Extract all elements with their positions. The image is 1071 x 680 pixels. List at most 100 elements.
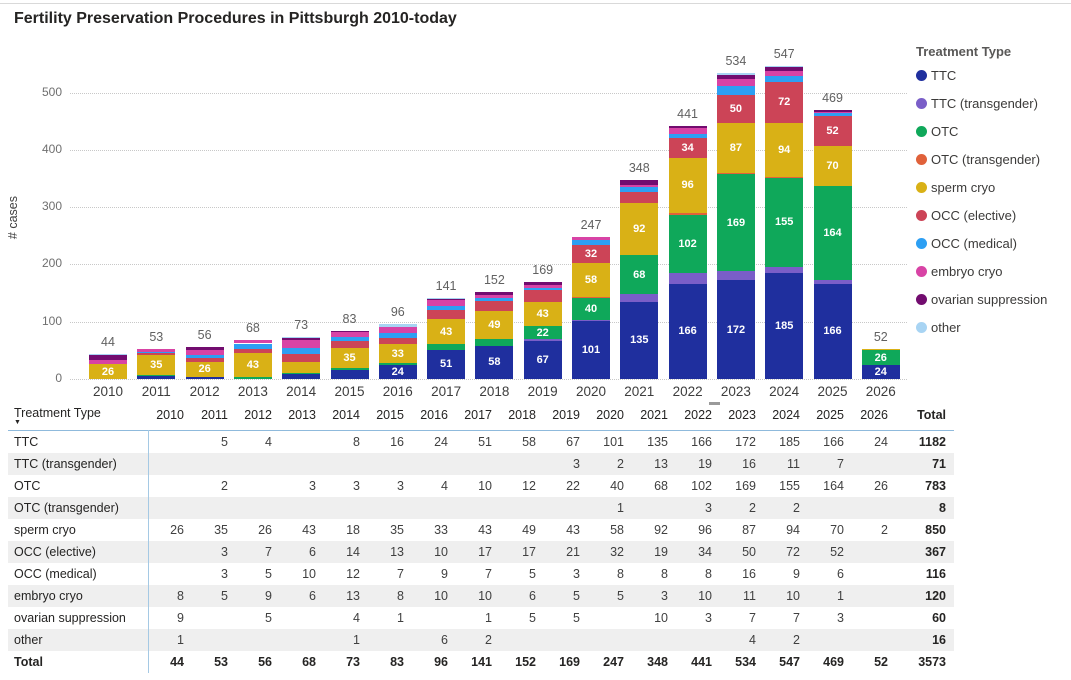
- bar-segment-embryo-cryo-2022[interactable]: [668, 128, 707, 134]
- table-sort-header[interactable]: Treatment Type ▼: [8, 406, 148, 426]
- bar-segment-sperm-cryo-2024[interactable]: 94: [765, 122, 804, 177]
- bar-segment-ovarian-suppression-2010[interactable]: [89, 354, 127, 360]
- bar-segment-ttc-2015[interactable]: [330, 369, 369, 379]
- bar-segment-occ-elective-2022[interactable]: 34: [668, 138, 707, 158]
- bar-segment-occ-elective-2011[interactable]: [137, 353, 176, 355]
- table-year-header-2021[interactable]: 2021: [640, 408, 668, 422]
- bar-segment-ovarian-suppression-2021[interactable]: [620, 179, 659, 186]
- legend-item-otc[interactable]: OTC: [916, 124, 1068, 139]
- table-year-header-2015[interactable]: 2015: [376, 408, 404, 422]
- table-year-header-2013[interactable]: 2013: [288, 408, 316, 422]
- bar-segment-ovarian-suppression-2024[interactable]: [765, 66, 804, 71]
- table-row-otc[interactable]: OTC 2 3 3 3 4 10 12 22 40 68 102 169 155 164 26 783: [8, 475, 954, 497]
- bar-segment-occ-medical-2021[interactable]: [620, 187, 659, 192]
- bar-segment-occ-elective-2015[interactable]: [330, 340, 369, 349]
- bar-segment-occ-elective-2018[interactable]: [475, 301, 514, 311]
- legend-item-ttc[interactable]: TTC: [916, 68, 1068, 83]
- bar-segment-embryo-cryo-2011[interactable]: [137, 348, 176, 352]
- bar-segment-otc-2017[interactable]: [427, 344, 466, 350]
- bar-segment-sperm-cryo-2016[interactable]: 33: [378, 344, 417, 363]
- table-total-header[interactable]: Total: [917, 408, 946, 422]
- bar-segment-otc-2025[interactable]: 164: [813, 185, 852, 280]
- bar-segment-embryo-cryo-2014[interactable]: [282, 340, 321, 348]
- table-year-header-2026[interactable]: 2026: [860, 408, 888, 422]
- bar-segment-otc-transgender-2023[interactable]: [716, 173, 755, 175]
- table-row-ttc[interactable]: TTC 5 4 8 16 24 51 58 67 101 135 166 172 185 166 24 1182: [8, 431, 954, 453]
- bar-segment-sperm-cryo-2015[interactable]: 35: [330, 348, 369, 369]
- bar-segment-ovarian-suppression-2017[interactable]: [427, 299, 466, 300]
- bar-segment-ttc-2024[interactable]: 185: [765, 273, 804, 379]
- table-year-header-2016[interactable]: 2016: [420, 408, 448, 422]
- bar-segment-embryo-cryo-2015[interactable]: [330, 332, 369, 337]
- bar-segment-ttc-2018[interactable]: 58: [475, 345, 514, 379]
- bar-segment-occ-elective-2024[interactable]: 72: [765, 81, 804, 123]
- bar-segment-occ-medical-2013[interactable]: [233, 343, 272, 350]
- bar-segment-embryo-cryo-2013[interactable]: [233, 340, 272, 344]
- table-row-otc-transgender[interactable]: OTC (transgender) 1 3 2 2 8: [8, 497, 954, 519]
- table-year-header-2022[interactable]: 2022: [684, 408, 712, 422]
- table-year-header-2012[interactable]: 2012: [244, 408, 272, 422]
- bar-segment-otc-2014[interactable]: [282, 372, 321, 375]
- bar-segment-otc-2024[interactable]: 155: [765, 177, 804, 267]
- table-year-header-2025[interactable]: 2025: [816, 408, 844, 422]
- bar-segment-occ-elective-2013[interactable]: [233, 349, 272, 353]
- legend-item-occ-medical[interactable]: OCC (medical): [916, 236, 1068, 251]
- bar-segment-otc-transgender-2020[interactable]: [572, 296, 610, 298]
- bar-segment-embryo-cryo-2024[interactable]: [765, 70, 804, 77]
- bar-segment-sperm-cryo-2011[interactable]: 35: [137, 354, 176, 375]
- bar-segment-ovarian-suppression-2012[interactable]: [185, 346, 224, 350]
- bar-segment-occ-medical-2011[interactable]: [137, 351, 176, 354]
- bar-segment-ttc-2019[interactable]: 67: [523, 340, 562, 379]
- bar-segment-sperm-cryo-2010[interactable]: 26: [89, 364, 127, 379]
- bar-segment-otc-2022[interactable]: 102: [668, 214, 707, 273]
- bar-segment-ovarian-suppression-2022[interactable]: [668, 126, 707, 129]
- bar-segment-ttc-transgender-2022[interactable]: [668, 273, 707, 284]
- bar-segment-otc-2015[interactable]: [330, 368, 369, 370]
- bar-segment-occ-medical-2018[interactable]: [475, 298, 514, 302]
- bar-segment-sperm-cryo-2013[interactable]: 43: [233, 352, 272, 378]
- bar-segment-sperm-cryo-2025[interactable]: 70: [813, 145, 852, 186]
- bar-segment-occ-elective-2012[interactable]: [185, 357, 224, 362]
- bar-segment-sperm-cryo-2019[interactable]: 43: [523, 301, 562, 327]
- bar-segment-ttc-2026[interactable]: 24: [861, 365, 900, 379]
- bar-segment-occ-elective-2014[interactable]: [282, 354, 321, 363]
- table-drag-handle[interactable]: [709, 402, 720, 405]
- bar-segment-otc-2023[interactable]: 169: [716, 174, 755, 272]
- bar-segment-other-2017[interactable]: [427, 298, 466, 300]
- table-year-header-2011[interactable]: 2011: [201, 408, 228, 422]
- table-row-sperm-cryo[interactable]: sperm cryo 26 35 26 43 18 35 33 43 49 43 58 92 96 87 94…: [8, 519, 954, 541]
- bar-segment-otc-2016[interactable]: [378, 362, 417, 366]
- bar-segment-embryo-cryo-2025[interactable]: [813, 112, 852, 113]
- bar-segment-otc-2019[interactable]: 22: [523, 326, 562, 339]
- bar-segment-occ-elective-2025[interactable]: 52: [813, 116, 852, 146]
- legend-item-embryo-cryo[interactable]: embryo cryo: [916, 264, 1068, 279]
- bar-segment-sperm-cryo-2023[interactable]: 87: [716, 123, 755, 174]
- table-year-header-2014[interactable]: 2014: [332, 408, 360, 422]
- bar-segment-sperm-cryo-2021[interactable]: 92: [620, 202, 659, 256]
- table-year-header-2010[interactable]: 2010: [156, 408, 184, 422]
- bar-segment-occ-medical-2025[interactable]: [813, 112, 852, 116]
- bar-segment-occ-elective-2021[interactable]: [620, 191, 659, 203]
- bar-segment-ttc-2017[interactable]: 51: [427, 349, 466, 379]
- bar-segment-ttc-2012[interactable]: [185, 376, 224, 379]
- bar-segment-embryo-cryo-2019[interactable]: [523, 285, 562, 288]
- bar-segment-occ-elective-2020[interactable]: 32: [572, 244, 610, 264]
- bar-segment-embryo-cryo-2016[interactable]: [378, 327, 417, 334]
- bar-segment-ttc-2022[interactable]: 166: [668, 283, 707, 379]
- table-row-embryo-cryo[interactable]: embryo cryo 8 5 9 6 13 8 10 10 6 5 5 3 10 11 10 1 120: [8, 585, 954, 607]
- bar-segment-occ-medical-2023[interactable]: [716, 85, 755, 95]
- bar-segment-sperm-cryo-2020[interactable]: 58: [572, 263, 610, 297]
- bar-segment-ttc-2023[interactable]: 172: [716, 280, 755, 379]
- bar-segment-otc-transgender-2024[interactable]: [765, 176, 804, 178]
- bar-segment-other-2016[interactable]: [378, 324, 417, 328]
- bar-segment-ovarian-suppression-2014[interactable]: [282, 337, 321, 341]
- bar-segment-ttc-2020[interactable]: 101: [572, 321, 610, 379]
- bar-segment-ovarian-suppression-2025[interactable]: [813, 110, 852, 112]
- bar-segment-otc-2011[interactable]: [137, 375, 176, 377]
- table-year-header-2018[interactable]: 2018: [508, 408, 536, 422]
- table-year-header-2023[interactable]: 2023: [728, 408, 756, 422]
- bar-segment-sperm-cryo-2017[interactable]: 43: [427, 319, 466, 345]
- legend-item-occ-elective[interactable]: OCC (elective): [916, 208, 1068, 223]
- bar-segment-ovarian-suppression-2018[interactable]: [475, 291, 514, 295]
- table-year-header-2024[interactable]: 2024: [772, 408, 800, 422]
